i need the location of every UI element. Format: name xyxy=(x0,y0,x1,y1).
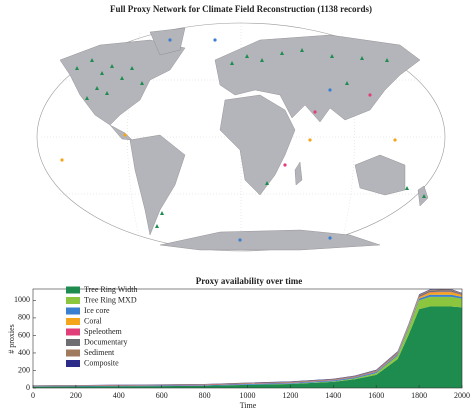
y-tick-label: 1000 xyxy=(14,295,30,304)
legend-label: Tree Ring MXD xyxy=(84,295,137,304)
legend-swatch xyxy=(66,328,80,336)
legend-label: Coral xyxy=(84,316,103,325)
y-tick-label: 200 xyxy=(18,365,30,374)
legend-label: Sediment xyxy=(84,348,115,357)
legend-swatch xyxy=(66,297,80,304)
antarctica xyxy=(159,229,381,251)
x-axis-label: Time xyxy=(240,401,257,410)
area xyxy=(33,306,462,388)
x-tick-label: 1800 xyxy=(411,391,427,400)
x-tick-label: 800 xyxy=(199,391,211,400)
x-tick-label: 200 xyxy=(70,391,82,400)
map-title: Full Proxy Network for Climate Field Rec… xyxy=(110,4,372,14)
legend-label: Ice core xyxy=(84,306,110,315)
x-tick-label: 600 xyxy=(156,391,168,400)
y-tick-label: 800 xyxy=(18,313,30,322)
x-tick-label: 1200 xyxy=(282,391,298,400)
x-tick-label: 1600 xyxy=(368,391,384,400)
area-chart: Proxy availability over time # proxies T… xyxy=(7,276,470,410)
ice-core-site xyxy=(213,38,217,42)
madagascar xyxy=(294,161,303,186)
x-tick-label: 0 xyxy=(31,391,35,400)
coral-site xyxy=(393,138,397,142)
x-tick-label: 400 xyxy=(113,391,125,400)
ice-core-site xyxy=(328,88,332,92)
legend-swatch xyxy=(66,318,80,325)
legend-label: Speleothem xyxy=(84,327,123,336)
south-america xyxy=(129,134,186,236)
legend-swatch xyxy=(66,360,80,367)
eurasia xyxy=(214,34,421,123)
speleothem-site xyxy=(283,163,287,167)
speleothem-site xyxy=(368,93,372,97)
legend-swatch xyxy=(66,286,80,294)
legend-label: Documentary xyxy=(84,337,128,346)
x-tick-label: 2000 xyxy=(454,391,470,400)
legend-label: Tree Ring Width xyxy=(84,285,137,294)
y-tick-label: 600 xyxy=(18,330,30,339)
legend-label: Composite xyxy=(84,358,119,367)
area xyxy=(33,296,462,387)
coral-site xyxy=(123,133,127,137)
africa xyxy=(219,94,296,196)
map: Full Proxy Network for Climate Field Rec… xyxy=(36,4,446,252)
x-tick-label: 1400 xyxy=(325,391,341,400)
legend-swatch xyxy=(66,339,80,346)
ice-core-site xyxy=(328,236,332,240)
x-tick-label: 1000 xyxy=(240,391,256,400)
ice-core-site xyxy=(168,38,172,42)
proxy-sites xyxy=(60,38,426,242)
y-axis-label: # proxies xyxy=(7,324,16,354)
ice-core-site xyxy=(238,238,242,242)
legend-swatch xyxy=(66,307,80,315)
coral-site xyxy=(308,138,312,142)
chart-title: Proxy availability over time xyxy=(196,276,302,286)
coral-site xyxy=(60,158,64,162)
speleothem-site xyxy=(313,110,317,114)
legend-swatch xyxy=(66,349,80,357)
y-tick-label: 400 xyxy=(18,348,30,357)
greenland xyxy=(149,27,186,56)
y-tick-label: 0 xyxy=(26,383,30,392)
